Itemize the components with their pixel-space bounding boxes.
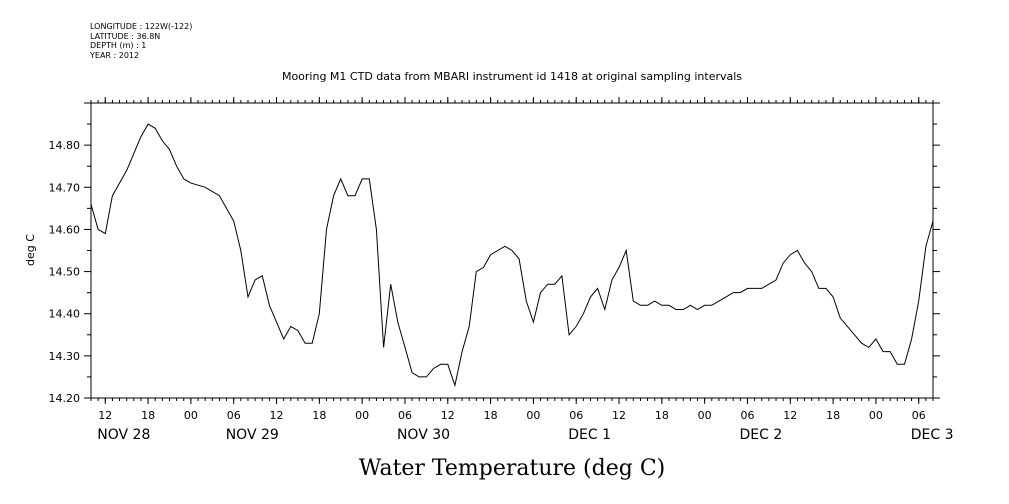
x-day-labels: NOV 28 NOV 29 NOV 30 DEC 1 DEC 2 DEC 3 <box>97 427 953 443</box>
x-hour-label: 12 <box>270 409 284 422</box>
y-tick-label: 14.80 <box>49 139 81 152</box>
x-hour-label: 00 <box>698 409 712 422</box>
series-group <box>90 123 934 388</box>
x-hour-label: 12 <box>98 409 112 422</box>
meta-longitude: LONGITUDE : 122W(-122) <box>90 22 193 31</box>
chart-title: Mooring M1 CTD data from MBARI instrumen… <box>282 70 742 83</box>
x-hour-label: 06 <box>740 409 754 422</box>
x-hour-label: 00 <box>355 409 369 422</box>
x-hour-label: 18 <box>826 409 840 422</box>
y-tick-label: 14.40 <box>49 308 81 321</box>
x-hour-label: 18 <box>655 409 669 422</box>
meta-year: YEAR : 2012 <box>90 50 140 60</box>
x-hour-label: 12 <box>441 409 455 422</box>
x-day-label: DEC 1 <box>568 427 611 443</box>
x-hour-label: 12 <box>783 409 797 422</box>
x-hour-label: 06 <box>912 409 926 422</box>
x-hour-label: 06 <box>569 409 583 422</box>
x-hour-label: 18 <box>484 409 498 422</box>
x-hour-label: 06 <box>398 409 412 422</box>
x-day-label: DEC 2 <box>739 427 782 443</box>
x-day-label: NOV 30 <box>397 427 450 443</box>
y-tick-label: 14.50 <box>49 266 81 279</box>
y-tick-label: 14.20 <box>49 392 81 405</box>
axis-ticks <box>84 97 940 404</box>
x-hour-label: 06 <box>227 409 241 422</box>
y-tick-label: 14.30 <box>49 350 81 363</box>
x-hour-label: 00 <box>869 409 883 422</box>
x-axis-title: Water Temperature (deg C) <box>359 456 666 481</box>
x-day-label: DEC 3 <box>911 427 954 443</box>
x-hour-label: 00 <box>526 409 540 422</box>
y-tick-labels: 14.20 14.30 14.40 14.50 14.60 14.70 14.80 <box>49 139 81 405</box>
y-tick-label: 14.70 <box>49 181 81 194</box>
temperature-series-line <box>90 123 934 388</box>
meta-latitude: LATITUDE : 36.8N <box>90 31 161 41</box>
x-hour-label: 18 <box>312 409 326 422</box>
x-hour-tick-labels: 12 18 00 06 12 18 00 06 12 18 00 06 12 18 00 06 12 18 00 06 <box>98 409 925 422</box>
x-day-label: NOV 29 <box>226 427 279 443</box>
metadata-block: LONGITUDE : 122W(-122) LATITUDE : 36.8N … <box>90 22 192 60</box>
meta-depth: DEPTH (m) : 1 <box>90 41 147 50</box>
x-hour-label: 00 <box>184 409 198 422</box>
x-hour-label: 12 <box>612 409 626 422</box>
x-day-label: NOV 28 <box>97 427 150 443</box>
y-axis-label: deg C <box>24 234 37 266</box>
x-hour-label: 18 <box>141 409 155 422</box>
y-tick-label: 14.60 <box>49 223 81 236</box>
